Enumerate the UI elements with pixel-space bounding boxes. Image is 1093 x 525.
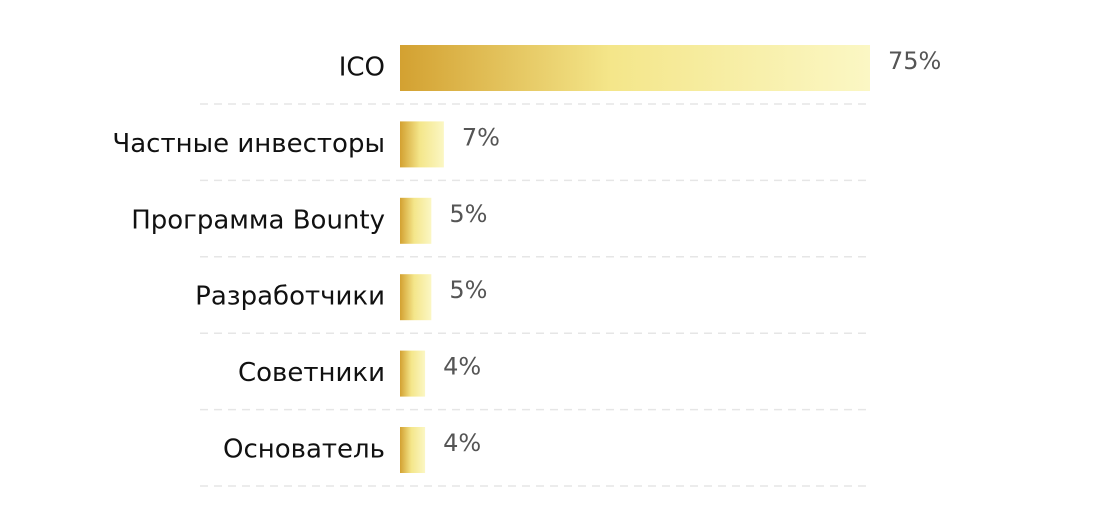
category-label: Основатель xyxy=(223,435,385,465)
value-label: 4% xyxy=(443,353,481,381)
category-label: Частные инвесторы xyxy=(112,129,385,159)
bar xyxy=(400,427,426,473)
bar xyxy=(400,45,870,91)
category-label: Программа Bounty xyxy=(131,205,385,235)
bar xyxy=(400,121,444,168)
value-label: 7% xyxy=(462,123,500,151)
category-label: ICO xyxy=(339,53,385,83)
value-label: 5% xyxy=(449,200,487,228)
bar xyxy=(400,197,432,244)
value-label: 4% xyxy=(443,429,481,457)
value-label: 75% xyxy=(888,47,941,75)
category-label: Советники xyxy=(238,358,385,388)
bar xyxy=(400,350,426,397)
value-label: 5% xyxy=(449,276,487,304)
category-label: Разработчики xyxy=(195,282,385,312)
bar xyxy=(400,274,432,321)
